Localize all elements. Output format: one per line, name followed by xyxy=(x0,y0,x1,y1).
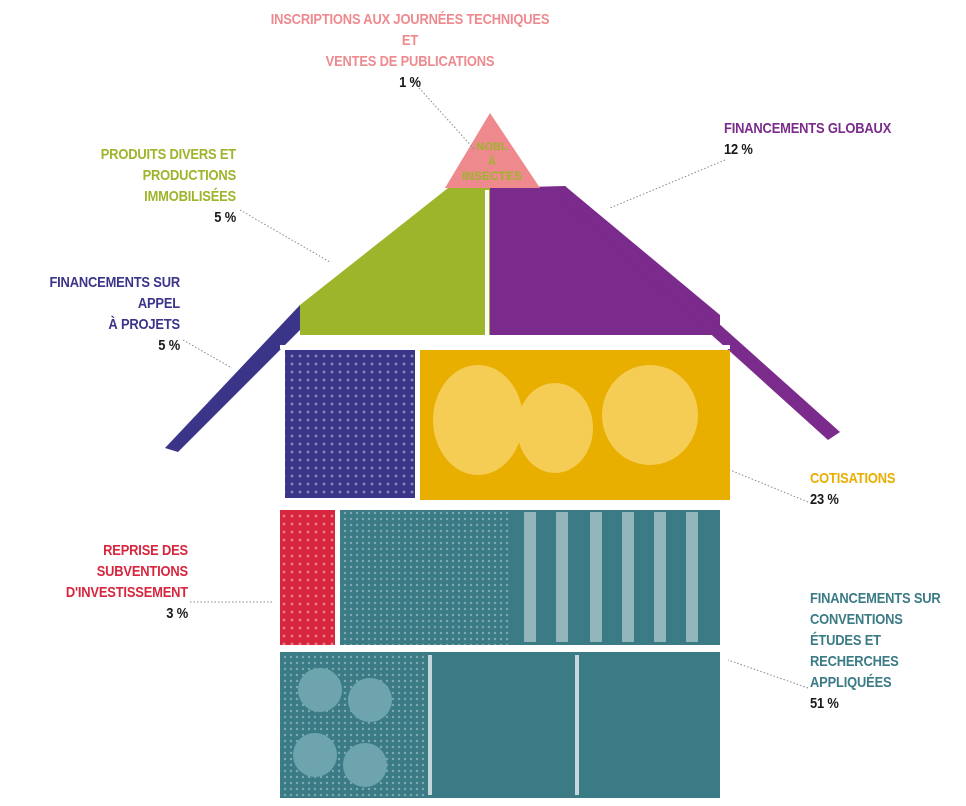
label-conventions-line3: ÉTUDES ET RECHERCHES xyxy=(810,632,899,670)
logo-line-2: À xyxy=(488,155,496,168)
label-inscriptions-line1: INSCRIPTIONS AUX JOURNÉES TECHNIQUES ET xyxy=(270,11,550,49)
label-globaux-line1: FINANCEMENTS GLOBAUX xyxy=(724,120,892,137)
label-appel-line1: FINANCEMENTS SUR APPEL xyxy=(49,274,180,312)
label-globaux-value: 12 % xyxy=(724,141,753,158)
leader-appel xyxy=(182,339,233,369)
label-cotisations-value: 23 % xyxy=(810,491,839,508)
label-reprise-line2: D'INVESTISSEMENT xyxy=(65,584,188,601)
label-appel-value: 5 % xyxy=(158,337,180,354)
label-globaux: FINANCEMENTS GLOBAUX 12 % xyxy=(724,118,913,160)
label-produits-line1: PRODUITS DIVERS ET PRODUCTIONS xyxy=(100,146,236,184)
slice-financements-globaux xyxy=(490,186,720,335)
label-conventions: FINANCEMENTS SUR CONVENTIONS ÉTUDES ET R… xyxy=(810,588,944,714)
label-inscriptions-line2: VENTES DE PUBLICATIONS xyxy=(325,53,495,70)
label-appel-line2: À PROJETS xyxy=(108,316,180,333)
leader-conventions xyxy=(727,659,809,689)
leader-cotisations xyxy=(729,469,809,503)
label-conventions-value: 51 % xyxy=(810,695,839,712)
slice-financements-appel-roof xyxy=(165,305,310,452)
label-conventions-line4: APPLIQUÉES xyxy=(810,674,892,691)
logo-line-1: NOBL xyxy=(476,141,507,153)
label-produits-line2: IMMOBILISÉES xyxy=(144,188,236,205)
label-cotisations: COTISATIONS 23 % xyxy=(810,468,930,510)
label-reprise-value: 3 % xyxy=(166,605,188,622)
label-appel: FINANCEMENTS SUR APPEL À PROJETS 5 % xyxy=(25,272,180,356)
label-reprise-line1: REPRISE DES SUBVENTIONS xyxy=(96,542,188,580)
label-conventions-line1: FINANCEMENTS SUR xyxy=(810,590,941,607)
slice-financements-globaux-roof xyxy=(560,186,840,440)
label-inscriptions-value: 1 % xyxy=(399,74,421,91)
leader-globaux xyxy=(609,159,726,209)
label-produits-value: 5 % xyxy=(214,209,236,226)
slice-inscriptions xyxy=(445,113,540,188)
label-produits: PRODUITS DIVERS ET PRODUCTIONS IMMOBILIS… xyxy=(33,144,236,228)
label-inscriptions: INSCRIPTIONS AUX JOURNÉES TECHNIQUES ET … xyxy=(264,9,556,93)
leader-inscriptions xyxy=(411,79,476,151)
label-conventions-line2: CONVENTIONS xyxy=(810,611,903,628)
label-cotisations-line1: COTISATIONS xyxy=(810,470,896,487)
logo-line-3: INSECTES xyxy=(462,169,522,183)
slice-produits-divers xyxy=(300,188,490,335)
label-reprise: REPRISE DES SUBVENTIONS D'INVESTISSEMENT… xyxy=(26,540,188,624)
leader-lines xyxy=(182,79,809,689)
leader-produits xyxy=(239,209,331,263)
